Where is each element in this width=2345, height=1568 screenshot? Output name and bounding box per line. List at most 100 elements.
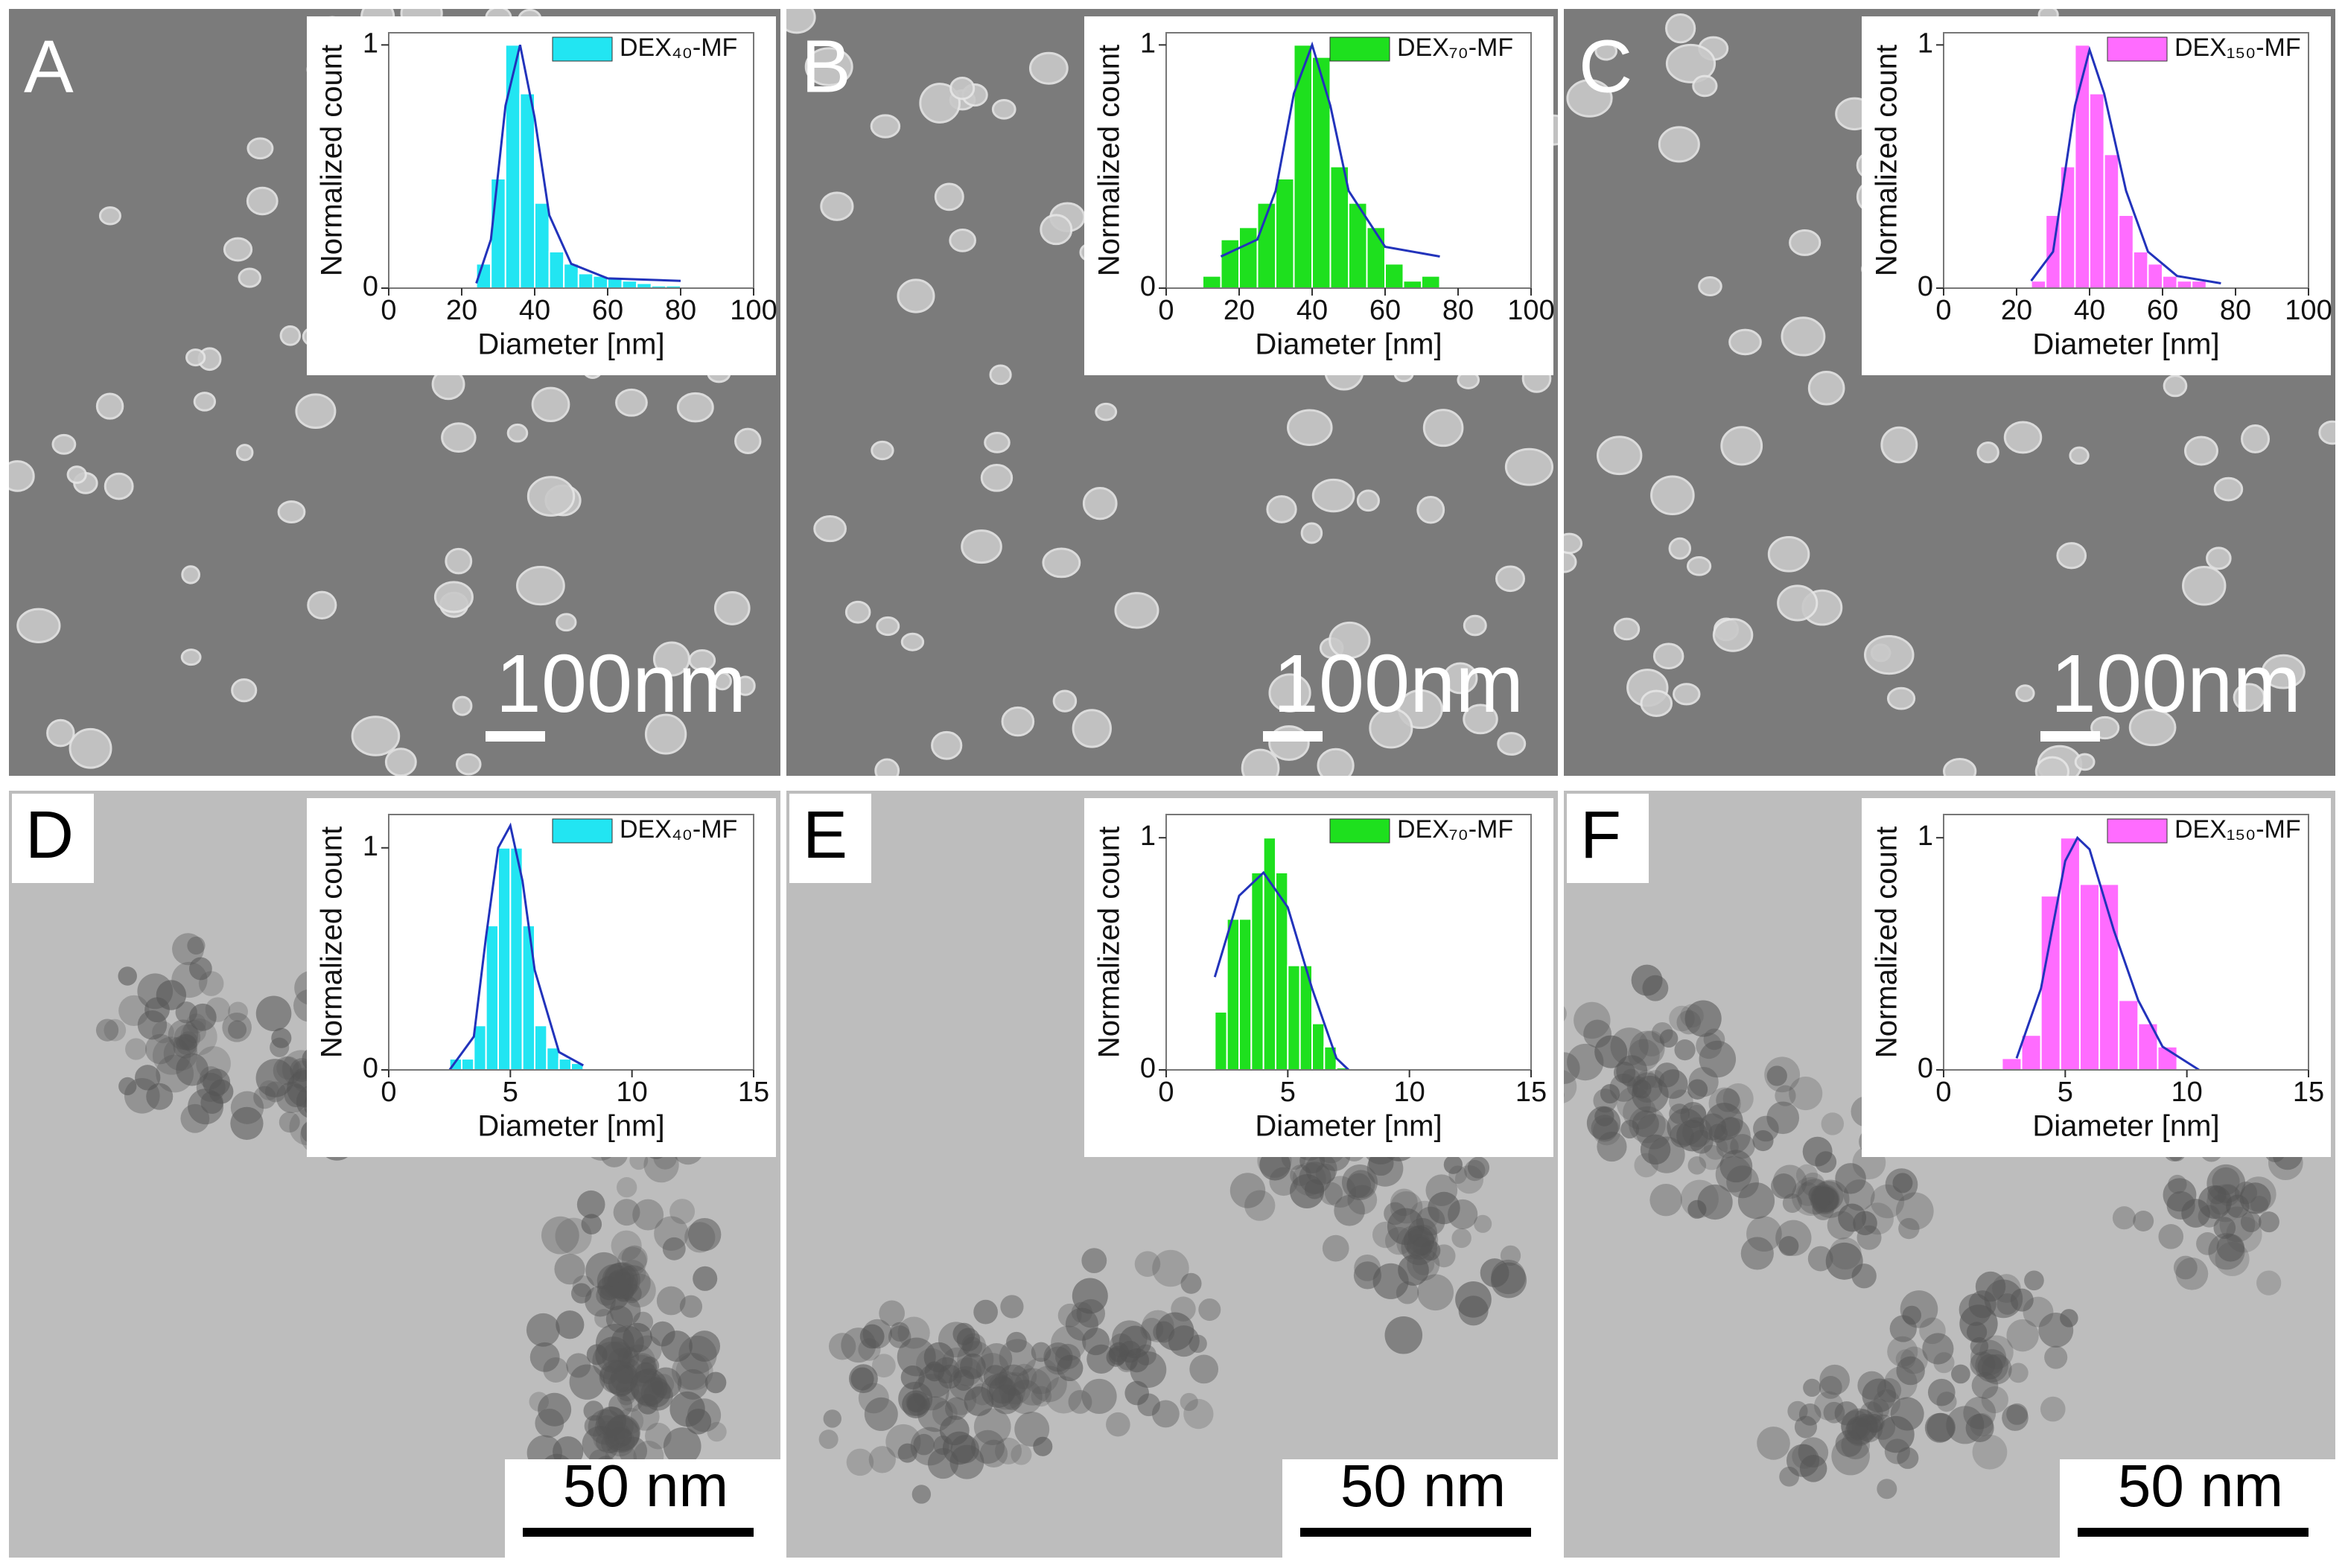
cluster-particle (859, 1324, 885, 1349)
x-tick-label: 60 (1369, 295, 1401, 326)
y-tick-label: 1 (1140, 28, 1156, 59)
cluster-particle (1815, 1151, 1837, 1173)
cluster-particle (529, 1342, 560, 1372)
cluster-particle (910, 1427, 949, 1466)
cluster-particle (173, 1034, 198, 1059)
cluster-particle (1746, 1216, 1782, 1252)
cluster-particle (1448, 1165, 1467, 1185)
cluster-particle (1500, 1245, 1521, 1266)
cluster-particle (174, 1024, 201, 1051)
particle (734, 427, 762, 454)
cluster-particle (1198, 1298, 1221, 1322)
cluster-particle (2175, 1257, 2209, 1290)
x-axis-label: Diameter [nm] (1255, 328, 1442, 361)
cluster-particle (1862, 1378, 1897, 1413)
cluster-particle (888, 1325, 911, 1348)
histogram-bar (621, 280, 638, 290)
particle (235, 444, 254, 462)
particle (961, 529, 1002, 564)
particle (66, 465, 87, 484)
particle (1463, 704, 1498, 735)
cluster-particle (1877, 1415, 1915, 1453)
histogram-bar (2191, 280, 2207, 290)
particle (2213, 477, 2244, 502)
histogram-bar (1214, 1011, 1228, 1071)
cluster-particle (1014, 1368, 1052, 1406)
cluster-particle (704, 1371, 727, 1394)
cluster-particle (596, 1406, 626, 1437)
x-tick-label: 5 (503, 1077, 518, 1108)
cluster-particle (973, 1299, 998, 1325)
cluster-particle (1924, 1412, 1955, 1443)
particle (46, 718, 75, 748)
cluster-particle (618, 1436, 648, 1465)
cluster-particle (611, 1230, 642, 1261)
particle (931, 730, 963, 760)
x-tick-label: 10 (1394, 1077, 1425, 1108)
particle (1504, 447, 1554, 486)
cluster-particle (1480, 1258, 1509, 1287)
x-tick-label: 10 (2171, 1077, 2203, 1108)
cluster-particle (1764, 1057, 1801, 1093)
cluster-particle (617, 1246, 647, 1277)
cluster-particle (1841, 1430, 1870, 1460)
cluster-particle (180, 1103, 210, 1133)
cluster-particle (125, 1038, 147, 1060)
particle (1082, 487, 1118, 520)
particle (2003, 421, 2043, 454)
cluster-particle (897, 1443, 917, 1463)
particle (2318, 420, 2335, 445)
cluster-particle (200, 1091, 223, 1115)
cluster-particle (1719, 1150, 1753, 1183)
fit-curve (2015, 835, 2200, 1071)
plot-frame (388, 814, 754, 1071)
cluster-particle (1106, 1412, 1130, 1437)
particle (1266, 495, 1297, 523)
cluster-particle (1151, 1400, 1180, 1428)
y-axis-label: Normalized count (316, 826, 349, 1058)
particle (980, 464, 1014, 492)
cluster-particle (1803, 1378, 1821, 1398)
cluster-particle (939, 1415, 970, 1446)
cluster-particle (118, 1077, 137, 1096)
inset-bg (307, 798, 776, 1157)
histogram-bar (1250, 871, 1264, 1071)
x-axis-label: Diameter [nm] (2032, 1110, 2219, 1143)
cluster-particle (1244, 1190, 1276, 1221)
y-axis-label: Normalized count (316, 45, 349, 276)
particle (1789, 229, 1821, 256)
cluster-particle (1346, 1173, 1372, 1198)
cluster-particle (1076, 1298, 1106, 1328)
cluster-particle (620, 1260, 646, 1287)
particle (1665, 43, 1716, 83)
cluster-particle (879, 1300, 906, 1327)
cluster-particle (1594, 1035, 1628, 1068)
histogram-bar (1238, 918, 1253, 1071)
particle (897, 278, 935, 313)
cluster-particle (255, 1059, 295, 1097)
cluster-particle (1407, 1217, 1437, 1248)
particle (1692, 74, 1718, 98)
cluster-particle (189, 957, 212, 981)
histogram-bar (1262, 837, 1276, 1071)
cluster-particle (868, 1446, 896, 1473)
cluster-particle (1861, 1202, 1894, 1235)
cluster-particle (2010, 1288, 2034, 1312)
y-tick-label: 1 (363, 831, 378, 862)
cluster-particle (1315, 1163, 1336, 1184)
cluster-particle (1699, 1144, 1725, 1170)
cluster-particle (1659, 1029, 1679, 1048)
cluster-particle (1417, 1274, 1454, 1311)
particle (1767, 535, 1810, 573)
cluster-particle (1043, 1346, 1072, 1375)
cluster-particle (911, 1485, 932, 1504)
histogram-bar (1384, 263, 1404, 290)
particle (844, 600, 871, 624)
cluster-particle (2256, 1270, 2282, 1295)
cluster-particle (684, 1222, 716, 1253)
x-tick-label: 20 (1224, 295, 1255, 326)
particle (2241, 424, 2271, 453)
cluster-particle (957, 1341, 994, 1378)
x-tick-label: 15 (738, 1077, 769, 1108)
